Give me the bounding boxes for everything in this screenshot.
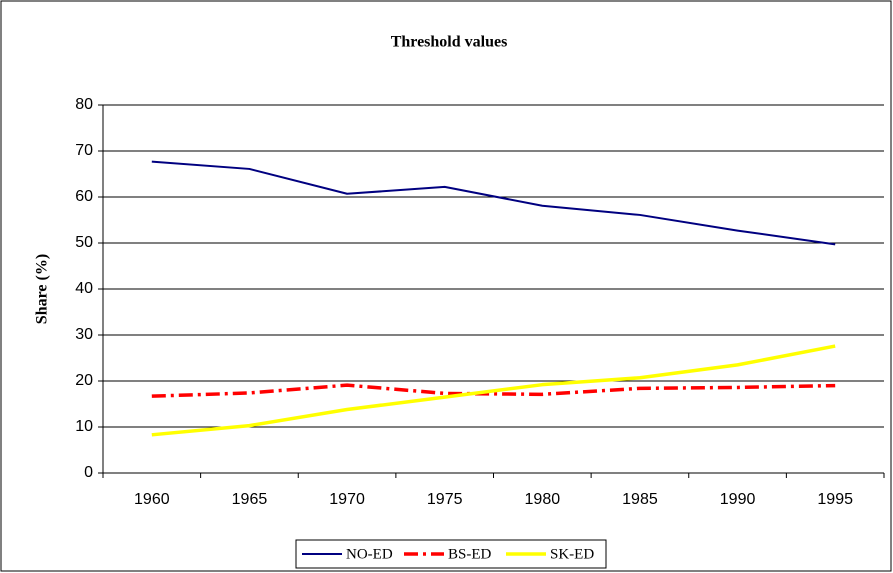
series-line	[151, 344, 836, 437]
x-tick-label: 1985	[622, 491, 658, 508]
series-line	[151, 383, 836, 398]
x-tick-label: 1970	[329, 491, 365, 508]
x-tick-label: 1960	[134, 491, 170, 508]
legend-box	[295, 539, 607, 569]
y-tick-label: 70	[75, 142, 93, 159]
y-tick-label: 30	[75, 326, 93, 343]
legend-label: SK-ED	[550, 546, 594, 562]
y-axis-label: Share (%)	[34, 254, 51, 324]
x-tick-label: 1965	[232, 491, 268, 508]
y-tick-label: 60	[75, 188, 93, 205]
y-tick-label: 50	[75, 234, 93, 251]
legend-label: NO-ED	[346, 546, 393, 562]
x-tick-label: 1995	[817, 491, 853, 508]
series-line	[151, 160, 836, 246]
legend-label: BS-ED	[448, 546, 492, 562]
x-tick-label: 1980	[525, 491, 561, 508]
y-tick-label: 0	[84, 464, 93, 481]
x-tick-label: 1975	[427, 491, 463, 508]
x-tick-label: 1990	[720, 491, 756, 508]
y-tick-label: 80	[75, 96, 93, 113]
y-tick-label: 40	[75, 280, 93, 297]
chart-title: Threshold values	[391, 34, 508, 51]
y-tick-label: 20	[75, 372, 93, 389]
y-tick-label: 10	[75, 418, 93, 435]
